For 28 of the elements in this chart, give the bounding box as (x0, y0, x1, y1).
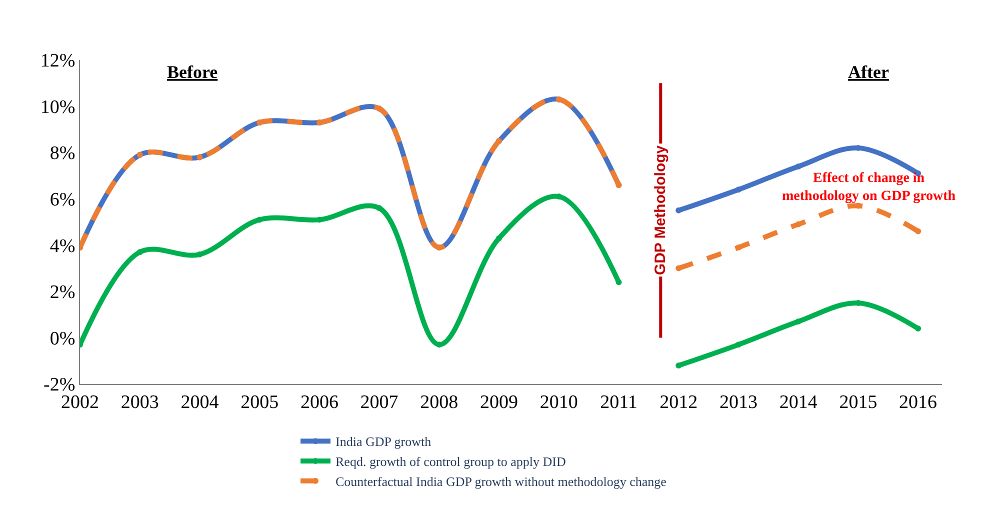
y-tick-label: 12% (40, 50, 76, 72)
legend-label: Reqd. growth of control group to apply DID (336, 454, 566, 470)
x-tick-label: 2003 (120, 392, 159, 413)
y-tick-label: 4% (50, 236, 76, 257)
x-tick-label: 2013 (719, 392, 758, 413)
ref-line-label: GDP Methodology (652, 144, 670, 276)
x-tick-label: 2015 (839, 392, 878, 413)
y-tick-label: 10% (40, 96, 76, 118)
y-tick-label: 0% (50, 328, 76, 350)
legend-label: Counterfactual India GDP growth without methodology change (336, 474, 667, 489)
annotation: After (848, 62, 889, 82)
x-tick-label: 2011 (600, 392, 638, 413)
x-tick-label: 2006 (300, 392, 338, 413)
x-tick-label: 2010 (540, 392, 578, 413)
x-tick-label: 2014 (779, 392, 818, 413)
x-tick-label: 2005 (240, 392, 279, 413)
x-tick-label: 2007 (360, 392, 398, 413)
x-tick-label: 2012 (660, 392, 698, 413)
x-tick-label: 2016 (899, 392, 938, 413)
legend-label: India GDP growth (336, 434, 432, 450)
y-tick-label: 8% (50, 143, 76, 164)
y-tick-label: 2% (50, 282, 76, 304)
y-tick-label: 6% (50, 190, 76, 211)
x-tick-label: 2008 (420, 392, 458, 413)
x-tick-label: 2004 (180, 392, 220, 413)
annotation: Before (167, 62, 218, 82)
x-tick-label: 2009 (480, 392, 518, 413)
annotation: Effect of change in methodology on GDP growth (782, 171, 956, 204)
